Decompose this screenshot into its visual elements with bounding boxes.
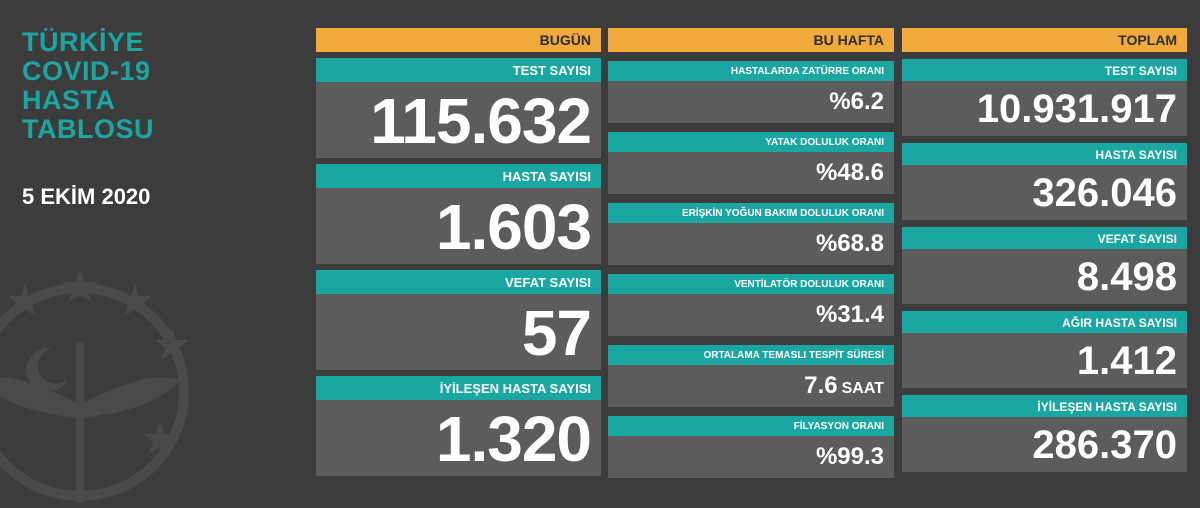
week-column: BU HAFTA HASTALARDA ZATÜRRE ORANI %6.2 Y… [608, 28, 894, 478]
rate-value: %68.8 [608, 223, 894, 265]
rate-label: ERİŞKİN YOĞUN BAKIM DOLULUK ORANI [608, 203, 894, 223]
total-header: TOPLAM [902, 28, 1187, 52]
stat-value: 57 [316, 294, 601, 370]
stat-label: HASTA SAYISI [316, 164, 601, 188]
stat-value: 326.046 [902, 165, 1187, 220]
stat-label: İYİLEŞEN HASTA SAYISI [316, 376, 601, 400]
rate-label: YATAK DOLULUK ORANI [608, 132, 894, 152]
total-column: TOPLAM TEST SAYISI 10.931.917 HASTA SAYI… [902, 28, 1187, 472]
rate-card: ERİŞKİN YOĞUN BAKIM DOLULUK ORANI %68.8 [608, 203, 894, 265]
dashboard-title: TÜRKİYE COVID-19 HASTA TABLOSU [22, 28, 154, 144]
rate-card: HASTALARDA ZATÜRRE ORANI %6.2 [608, 61, 894, 123]
rate-value: %99.3 [608, 436, 894, 478]
stat-card: TEST SAYISI 10.931.917 [902, 59, 1187, 136]
stat-value: 286.370 [902, 417, 1187, 472]
title-line: COVID-19 [22, 56, 151, 86]
stat-label: TEST SAYISI [902, 59, 1187, 81]
rate-card: YATAK DOLULUK ORANI %48.6 [608, 132, 894, 194]
rate-value: %31.4 [608, 294, 894, 336]
rate-value: %6.2 [608, 81, 894, 123]
rate-value: 7.6 SAAT [608, 365, 894, 407]
stat-label: VEFAT SAYISI [902, 227, 1187, 249]
rate-unit: SAAT [841, 380, 884, 397]
rate-label: FİLYASYON ORANI [608, 416, 894, 436]
stat-card: VEFAT SAYISI 8.498 [902, 227, 1187, 304]
stat-value: 1.320 [316, 400, 601, 476]
stat-card: İYİLEŞEN HASTA SAYISI 1.320 [316, 376, 601, 476]
report-date: 5 EKİM 2020 [22, 184, 151, 209]
rate-label: HASTALARDA ZATÜRRE ORANI [608, 61, 894, 81]
stat-label: İYİLEŞEN HASTA SAYISI [902, 395, 1187, 417]
rate-number: 7.6 [804, 372, 838, 399]
stat-value: 1.603 [316, 188, 601, 264]
stat-value: 10.931.917 [902, 81, 1187, 136]
stat-card: HASTA SAYISI 1.603 [316, 164, 601, 264]
stat-label: TEST SAYISI [316, 58, 601, 82]
title-line: HASTA [22, 85, 116, 115]
rate-card: ORTALAMA TEMASLI TESPİT SÜRESİ 7.6 SAAT [608, 345, 894, 407]
rate-label: ORTALAMA TEMASLI TESPİT SÜRESİ [608, 345, 894, 365]
today-column: BUGÜN TEST SAYISI 115.632 HASTA SAYISI 1… [316, 28, 601, 476]
stat-value: 115.632 [316, 82, 601, 158]
stat-card: AĞIR HASTA SAYISI 1.412 [902, 311, 1187, 388]
title-line: TABLOSU [22, 114, 154, 144]
stat-value: 1.412 [902, 333, 1187, 388]
today-header: BUGÜN [316, 28, 601, 52]
stat-card: VEFAT SAYISI 57 [316, 270, 601, 370]
stat-label: VEFAT SAYISI [316, 270, 601, 294]
stat-card: TEST SAYISI 115.632 [316, 58, 601, 158]
rate-card: FİLYASYON ORANI %99.3 [608, 416, 894, 478]
rate-value: %48.6 [608, 152, 894, 194]
stat-value: 8.498 [902, 249, 1187, 304]
week-header: BU HAFTA [608, 28, 894, 52]
ministry-emblem-icon [0, 270, 189, 502]
stat-card: İYİLEŞEN HASTA SAYISI 286.370 [902, 395, 1187, 472]
rate-label: VENTİLATÖR DOLULUK ORANI [608, 274, 894, 294]
stat-label: AĞIR HASTA SAYISI [902, 311, 1187, 333]
rate-card: VENTİLATÖR DOLULUK ORANI %31.4 [608, 274, 894, 336]
stat-card: HASTA SAYISI 326.046 [902, 143, 1187, 220]
stat-label: HASTA SAYISI [902, 143, 1187, 165]
title-line: TÜRKİYE [22, 27, 145, 57]
